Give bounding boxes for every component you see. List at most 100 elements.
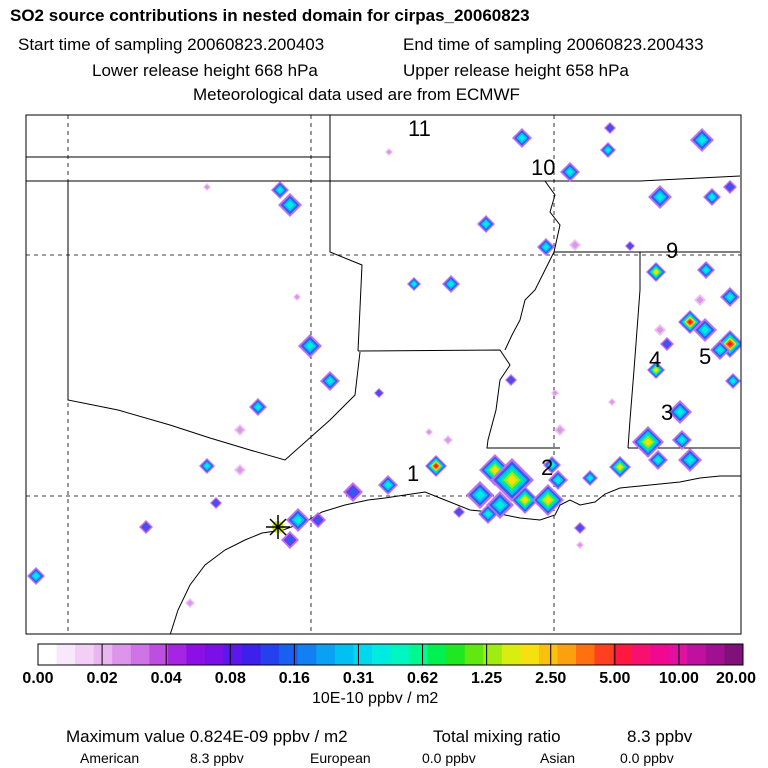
plume-cell (433, 463, 439, 469)
source-american-value: 8.3 ppbv (190, 750, 244, 766)
colorbar-tick-label: 2.50 (535, 670, 567, 687)
colorbar-swatch (613, 644, 633, 665)
plume-cell (204, 184, 210, 190)
colorbar-swatch (705, 644, 725, 665)
plume-cell (577, 542, 583, 548)
colorbar-swatch (446, 644, 466, 665)
colorbar-tick-label: 0.02 (86, 670, 118, 687)
plume-cell (286, 536, 294, 544)
plume-cell (484, 510, 492, 518)
colorbar-units: 10E-10 ppbv / m2 (312, 690, 439, 707)
plume-cell (554, 476, 562, 484)
plume-cell (609, 399, 615, 405)
region-label-10: 10 (531, 155, 555, 180)
plume-cell (656, 326, 664, 334)
plume-cell (236, 426, 244, 434)
colorbar-swatch (687, 644, 707, 665)
plume-cell (386, 149, 392, 155)
colorbar-swatch (149, 644, 169, 665)
colorbar-swatch (93, 644, 113, 665)
plume-cell (255, 404, 261, 410)
colorbar-swatch (334, 644, 354, 665)
map-title: SO2 source contributions in nested domai… (10, 6, 530, 25)
plume-cell (686, 456, 694, 464)
region-label-5: 5 (699, 344, 711, 369)
lower-release-height: Lower release height 668 hPa (92, 61, 318, 80)
colorbar-swatch (538, 644, 558, 665)
plume-cell (213, 500, 219, 506)
colorbar-tick-label: 0.16 (278, 670, 310, 687)
graticule (26, 115, 741, 634)
plume-cell (701, 326, 709, 334)
plume-cell (617, 464, 623, 470)
plume-cell (384, 481, 392, 489)
plume-cell (543, 244, 549, 250)
plume-cell (286, 201, 294, 209)
plume-cell (644, 438, 652, 446)
upper-release-height: Upper release height 658 hPa (403, 61, 629, 80)
colorbar-swatch (260, 644, 280, 665)
plume-cell (326, 377, 334, 385)
colorbar-tick-label: 0.31 (342, 670, 375, 687)
plume-cell (426, 429, 432, 435)
colorbar-swatch (242, 644, 262, 665)
plume-cell (306, 342, 314, 350)
plume-cell (653, 269, 659, 275)
gulf-coastline (169, 475, 741, 634)
plume-cell (687, 319, 693, 325)
colorbar-tick-label: 10.00 (658, 670, 699, 687)
colorbar-swatch (75, 644, 95, 665)
plume-cell (314, 516, 322, 524)
plume-cell (678, 436, 686, 444)
plume-cell (445, 437, 451, 443)
colorbar-swatch (297, 644, 317, 665)
start-time: Start time of sampling 20060823.200403 (18, 35, 325, 54)
plume-cell (521, 496, 529, 504)
colorbar-swatch (501, 644, 521, 665)
plume-cell (483, 221, 489, 227)
plume-cell (696, 296, 704, 304)
end-time: End time of sampling 20060823.200433 (403, 35, 704, 54)
plume-cell (726, 293, 734, 301)
colorbar-swatch (112, 644, 132, 665)
colorbar-tick-label: 1.25 (471, 670, 503, 687)
plume-cell (664, 341, 670, 347)
mixing-ratio-value: 8.3 ppbv (627, 727, 693, 746)
plume-cell (448, 281, 454, 287)
region-label-2: 2 (541, 455, 553, 480)
colorbar-swatch (316, 644, 336, 665)
colorbar-tick-label: 20.00 (715, 670, 757, 687)
plume-cell (730, 378, 736, 384)
plume-cell (544, 496, 552, 504)
maximum-value: Maximum value 0.824E-09 ppbv / m2 (66, 727, 348, 746)
region-label-4: 4 (649, 347, 661, 372)
colorbar (37, 643, 744, 666)
meteorological-source: Meteorological data used are from ECMWF (193, 85, 520, 104)
colorbar-tick-label: 0.04 (150, 670, 182, 687)
plume-cell (698, 136, 706, 144)
plume-cell (518, 134, 526, 142)
plume-cell (727, 341, 733, 347)
plume-cell (277, 187, 283, 193)
colorbar-swatch (186, 644, 206, 665)
plume-cell (508, 377, 514, 383)
map-frame (25, 114, 742, 635)
plume-cell (187, 600, 193, 606)
region-label-1: 1 (407, 461, 419, 486)
colorbar-swatch (167, 644, 187, 665)
plume-cell (411, 281, 417, 287)
plume-cell (587, 475, 593, 481)
colorbar-swatch (594, 644, 614, 665)
plume-cell (495, 500, 505, 510)
plume-cell (656, 193, 664, 201)
colorbar-swatch (353, 644, 373, 665)
plume-cell (491, 466, 499, 474)
source-asian-value: 0.0 ppbv (620, 750, 674, 766)
plume-cell (552, 390, 558, 396)
mixing-ratio-label: Total mixing ratio (433, 727, 561, 746)
colorbar-swatch (557, 644, 577, 665)
colorbar-swatch (38, 644, 58, 665)
colorbar-swatch (576, 644, 596, 665)
plume-cell (703, 267, 709, 273)
region-label-3: 3 (661, 400, 673, 425)
